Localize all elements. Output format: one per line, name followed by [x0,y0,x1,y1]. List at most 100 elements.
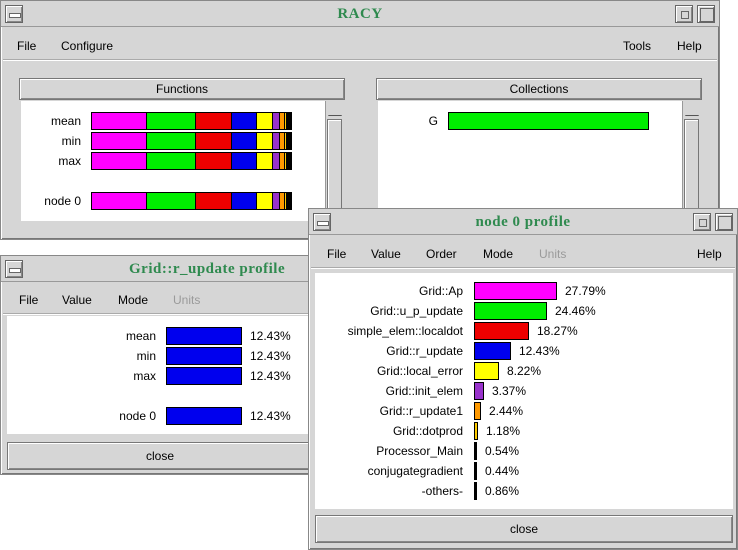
racy-bar-segment[interactable] [273,193,280,209]
menu-file[interactable]: File [327,247,347,261]
window-menu-icon[interactable] [313,213,331,231]
node0-pct: 24.46% [555,304,596,318]
racy-bar-segment[interactable] [280,133,285,149]
racy-titlebar[interactable]: RACY [1,1,719,27]
racy-bar-segment[interactable] [273,133,280,149]
racy-bar-segment[interactable] [147,133,196,149]
racy-bar-segment[interactable] [285,193,287,209]
rupdate-titlebar[interactable]: Grid::r_update profile [1,256,317,282]
racy-bar-segment[interactable] [257,153,273,169]
node0-bar[interactable] [474,322,529,340]
racy-bar-segment[interactable] [257,193,273,209]
node0-close-button[interactable]: close [315,515,733,543]
node0-bar[interactable] [474,482,477,500]
node0-bar[interactable] [474,302,547,320]
node0-bar[interactable] [474,422,478,440]
racy-bar-segment[interactable] [280,153,285,169]
menu-file[interactable]: File [17,39,37,53]
node0-bar[interactable] [474,462,477,480]
node0-titlebar[interactable]: node 0 profile [309,209,737,235]
racy-bar-segment[interactable] [147,153,196,169]
rupdate-row-label: max [133,369,156,383]
window-menu-icon[interactable] [5,5,23,23]
racy-bar-segment[interactable] [285,133,287,149]
minimize-icon[interactable] [693,213,711,231]
menu-tools[interactable]: Tools [623,39,652,53]
rupdate-max-bar[interactable] [166,367,242,385]
racy-bar-segment[interactable] [232,133,257,149]
node0-bar[interactable] [474,362,499,380]
racy-title: RACY [337,6,383,22]
menu-value[interactable]: Value [62,293,92,307]
menu-order[interactable]: Order [426,247,457,261]
racy-bar-segment[interactable] [285,113,287,129]
node0-pct: 27.79% [565,284,606,298]
menu-mode[interactable]: Mode [118,293,149,307]
racy-bar-segment[interactable] [232,153,257,169]
racy-bar-segment[interactable] [196,193,232,209]
menu-help[interactable]: Help [677,39,702,53]
rupdate-mean-bar[interactable] [166,327,242,345]
racy-bar-segment[interactable] [196,153,232,169]
racy-bar-segment[interactable] [287,113,291,129]
racy-bar-segment[interactable] [232,193,257,209]
racy-node0-bar[interactable] [91,192,292,210]
collection-label: G [428,114,438,128]
scroll-up-icon[interactable] [685,103,699,115]
functions-header[interactable]: Functions [19,78,345,100]
racy-min-bar[interactable] [91,132,292,150]
racy-mean-bar[interactable] [91,112,292,130]
collection-bar[interactable] [448,112,649,130]
node0-bar[interactable] [474,402,481,420]
collections-scrollbar[interactable] [682,101,700,221]
racy-bar-segment[interactable] [287,133,291,149]
maximize-icon[interactable] [697,5,715,23]
menu-file[interactable]: File [19,293,39,307]
node0-row-label: simple_elem::localdot [347,324,463,338]
rupdate-min-bar[interactable] [166,347,242,365]
scroll-thumb[interactable] [327,119,342,215]
racy-bar-segment[interactable] [92,113,147,129]
rupdate-title: Grid::r_update profile [129,261,286,277]
racy-row-label: mean [50,114,81,128]
node0-bar[interactable] [474,382,484,400]
minimize-icon[interactable] [675,5,693,23]
racy-bar-segment[interactable] [147,113,196,129]
racy-bar-segment[interactable] [287,193,291,209]
racy-bar-segment[interactable] [273,153,280,169]
racy-bar-segment[interactable] [257,113,273,129]
racy-bar-segment[interactable] [287,153,291,169]
maximize-icon[interactable] [715,213,733,231]
window-menu-icon[interactable] [5,260,23,278]
node0-bar[interactable] [474,442,477,460]
menu-configure[interactable]: Configure [61,39,114,53]
menu-help[interactable]: Help [697,247,722,261]
racy-bar-segment[interactable] [196,113,232,129]
racy-bar-segment[interactable] [273,113,280,129]
racy-menubar: File Configure Tools Help [3,32,717,60]
racy-bar-segment[interactable] [280,193,285,209]
racy-bar-segment[interactable] [280,113,285,129]
racy-bar-segment[interactable] [257,133,273,149]
node0-pct: 1.18% [486,424,521,438]
node0-bar[interactable] [474,282,557,300]
rupdate-node0-bar[interactable] [166,407,242,425]
racy-max-bar[interactable] [91,152,292,170]
racy-bar-segment[interactable] [92,133,147,149]
menu-mode[interactable]: Mode [483,247,514,261]
scroll-thumb[interactable] [684,119,699,215]
node0-pct: 0.86% [485,484,520,498]
menu-value[interactable]: Value [371,247,401,261]
node0-bar[interactable] [474,342,511,360]
racy-bar-segment[interactable] [285,153,287,169]
racy-bar-segment[interactable] [92,153,147,169]
racy-bar-segment[interactable] [196,133,232,149]
functions-scrollbar[interactable] [325,101,343,221]
node0-row-label: Grid::dotprod [392,424,463,438]
racy-bar-segment[interactable] [232,113,257,129]
racy-bar-segment[interactable] [147,193,196,209]
rupdate-close-button[interactable]: close [7,442,313,470]
collections-header[interactable]: Collections [376,78,702,100]
scroll-up-icon[interactable] [328,103,342,115]
racy-bar-segment[interactable] [92,193,147,209]
